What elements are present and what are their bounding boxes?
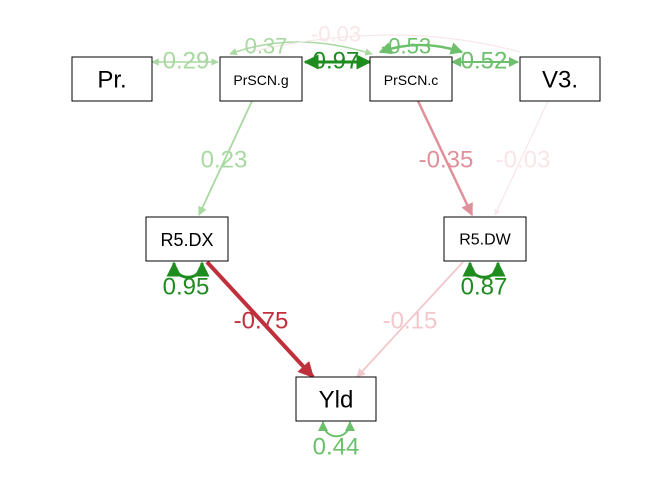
edge-label-prscn-g-r5dx: 0.23: [201, 147, 248, 174]
edge-v3-r5dw: [494, 100, 549, 216]
residual-r5dw: [462, 261, 506, 279]
node-label-yld: Yld: [319, 387, 354, 414]
edge-label-pr-prscn-g: 0.29: [163, 48, 210, 75]
edge-label-r5dw-resid: 0.87: [461, 274, 508, 301]
node-prscn-c: PrSCN.c: [369, 56, 453, 102]
residual-r5dx: [166, 261, 210, 279]
edge-r5dx-yld: [205, 260, 315, 379]
node-prscn-g: PrSCN.g: [219, 56, 303, 102]
edge-label-r5dw-yld: -0.15: [383, 308, 438, 335]
edge-label-prscn-g-prscn-c-cov: 0.37: [245, 34, 288, 59]
node-label-prscn-c: PrSCN.c: [384, 72, 438, 88]
edge-label-prscn-g-v3-cov: -0.03: [311, 22, 361, 47]
node-label-prscn-g: PrSCN.g: [233, 72, 288, 88]
edge-label-yld-resid: 0.44: [313, 434, 360, 461]
node-v3: V3.: [519, 56, 601, 102]
node-label-r5dw: R5.DW: [459, 232, 511, 249]
edge-label-prscn-c-v3: 0.52: [461, 48, 508, 75]
node-label-pr: Pr.: [97, 67, 126, 94]
node-r5dx: R5.DX: [145, 216, 229, 262]
node-label-v3: V3.: [542, 67, 578, 94]
edge-label-prscn-c-r5dw: -0.35: [419, 147, 474, 174]
residual-yld: [318, 421, 355, 438]
edge-prscn-c-cov: [378, 42, 464, 55]
edge-prscn-c-r5dw: [416, 100, 474, 217]
edge-prscn-g-r5dx: [198, 100, 253, 216]
edge-r5dw-yld: [356, 261, 464, 378]
node-pr: Pr.: [71, 56, 153, 102]
edge-label-v3-r5dw: -0.03: [496, 147, 551, 174]
node-label-r5dx: R5.DX: [160, 230, 213, 250]
edge-label-prscn-c-prscn-g-cov: -0.53: [381, 34, 431, 59]
node-r5dw: R5.DW: [443, 216, 527, 262]
edge-label-r5dx-yld: -0.75: [234, 308, 289, 335]
node-yld: Yld: [295, 376, 377, 422]
edge-prscn-g-v3-faint: [249, 34, 521, 53]
edge-label-prscn-g-prscn-c-strong: 0.97: [313, 48, 360, 75]
edge-label-r5dx-resid: 0.95: [163, 274, 210, 301]
